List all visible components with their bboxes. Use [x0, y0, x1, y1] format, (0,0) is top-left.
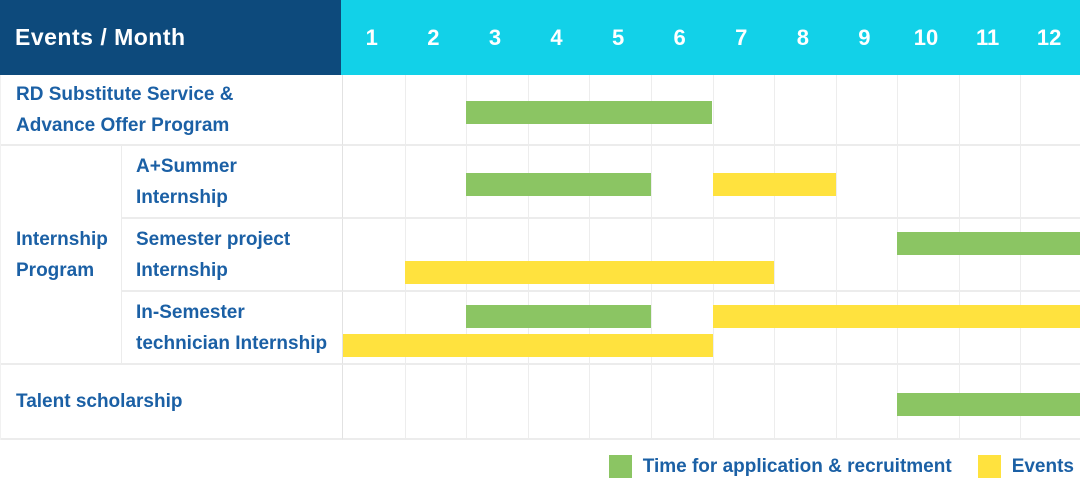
month-header-9: 9 — [858, 24, 871, 50]
gantt-bar-yellow — [712, 305, 1080, 328]
month-gridline — [712, 75, 714, 144]
month-gridline — [589, 219, 591, 290]
month-gridline — [650, 219, 652, 290]
month-header-10: 10 — [913, 24, 939, 50]
month-header-4: 4 — [550, 24, 563, 50]
row-label-4: Talent scholarship — [1, 365, 342, 440]
month-gridline — [958, 75, 960, 144]
month-gridline — [404, 146, 406, 217]
chart-row-2 — [342, 219, 1080, 292]
month-gridline — [404, 75, 406, 144]
month-gridline — [527, 219, 529, 290]
month-gridline — [712, 365, 714, 438]
month-gridline — [650, 365, 652, 438]
label-line: Semester project — [136, 228, 291, 250]
chart-row-0 — [342, 75, 1080, 146]
label-line: Internship — [136, 186, 228, 208]
row-label-1: A+Summer Internship — [121, 146, 342, 219]
month-gridline — [404, 292, 406, 363]
legend-swatch-green — [608, 455, 632, 478]
month-gridline — [1020, 146, 1022, 217]
month-gridline — [712, 219, 714, 290]
month-header-1: 1 — [365, 24, 378, 50]
month-header-row: 1 2 3 4 5 6 7 8 9 10 11 12 — [341, 0, 1080, 75]
recruitment-gantt-chart: Events / Month 1 2 3 4 5 6 7 8 9 10 11 12 RD Substi… — [0, 0, 1080, 440]
month-gridline — [466, 365, 468, 438]
month-header-6: 6 — [673, 24, 686, 50]
legend-item-events: Events — [977, 455, 1074, 478]
table-body: RD Substitute Service & Advance Offer Pro… — [0, 75, 1080, 440]
legend-item-application-recruitment: Time for application & recruitment — [608, 455, 952, 478]
gantt-bar-yellow — [404, 261, 775, 284]
label-line: Internship — [16, 228, 108, 250]
label-line: Advance Offer Program — [16, 114, 230, 136]
month-gridline — [835, 75, 837, 144]
month-gridline — [466, 219, 468, 290]
month-header-3: 3 — [488, 24, 502, 50]
month-gridline — [835, 146, 837, 217]
legend-label-events: Events — [1011, 455, 1074, 477]
month-gridline — [835, 219, 837, 290]
gantt-bar-green — [466, 305, 651, 328]
gantt-bar-green — [897, 393, 1080, 416]
month-gridline — [404, 219, 406, 290]
chart-row-1 — [342, 146, 1080, 219]
label-line: Program — [16, 259, 95, 281]
label-line: Talent scholarship — [16, 391, 183, 412]
month-header-8: 8 — [796, 24, 809, 50]
gantt-bar-yellow — [712, 173, 836, 196]
gantt-bar-yellow — [343, 334, 713, 357]
month-gridline — [589, 365, 591, 438]
month-gridline — [774, 365, 776, 438]
chart-row-3 — [342, 292, 1080, 365]
gantt-bar-green — [466, 101, 713, 124]
month-header-5: 5 — [611, 24, 625, 50]
month-header-2: 2 — [427, 24, 440, 50]
legend-swatch-yellow — [977, 455, 1001, 478]
legend-label-application-recruitment: Time for application & recruitment — [642, 455, 952, 477]
month-header-12: 12 — [1036, 24, 1062, 50]
month-gridline — [650, 292, 652, 363]
group-label-internship-program: Internship Program — [1, 146, 121, 365]
label-line: technician Internship — [136, 332, 328, 354]
month-gridline — [897, 146, 899, 217]
corner-header: Events / Month — [0, 0, 341, 75]
month-gridline — [404, 365, 406, 438]
row-label-2: Semester project Internship — [121, 219, 342, 292]
row-label-3: In-Semester technician Internship — [121, 292, 342, 365]
month-gridline — [835, 365, 837, 438]
month-gridline — [897, 75, 899, 144]
label-line: RD Substitute Service & — [16, 83, 234, 105]
month-header-7: 7 — [735, 24, 748, 50]
label-line: In-Semester — [136, 301, 245, 323]
month-gridline — [774, 75, 776, 144]
month-gridline — [1020, 75, 1022, 144]
label-line: Internship — [136, 259, 228, 281]
month-gridline — [527, 365, 529, 438]
legend: Time for application & recruitment Event… — [0, 440, 1080, 493]
table-header-row: Events / Month 1 2 3 4 5 6 7 8 9 10 11 12 — [0, 0, 1080, 75]
gantt-bar-green — [897, 232, 1080, 255]
month-header-11: 11 — [975, 24, 1000, 50]
gantt-bar-green — [466, 173, 651, 196]
label-line: A+Summer — [136, 155, 237, 177]
row-label-0: RD Substitute Service & Advance Offer Pro… — [1, 75, 342, 146]
month-gridline — [958, 146, 960, 217]
month-gridline — [774, 219, 776, 290]
chart-row-4 — [342, 365, 1080, 440]
month-gridline — [650, 146, 652, 217]
